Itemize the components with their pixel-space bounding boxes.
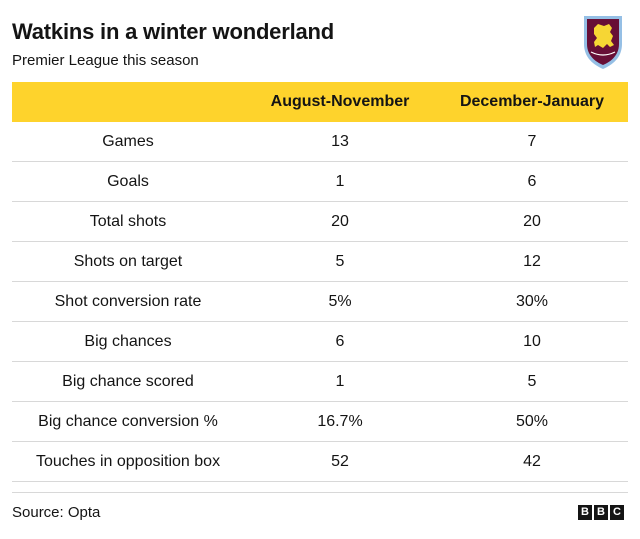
cell-dec-jan: 20: [436, 201, 628, 242]
cell-aug-nov: 13: [244, 122, 436, 162]
table-row: Touches in opposition box 52 42: [12, 441, 628, 482]
row-label: Big chances: [12, 321, 244, 362]
cell-aug-nov: 1: [244, 161, 436, 202]
cell-dec-jan: 6: [436, 161, 628, 202]
cell-aug-nov: 5%: [244, 281, 436, 322]
row-label: Big chance conversion %: [12, 401, 244, 442]
table-row: Total shots 20 20: [12, 201, 628, 242]
bbc-logo-letter: B: [594, 505, 608, 520]
cell-dec-jan: 42: [436, 441, 628, 482]
cell-dec-jan: 12: [436, 241, 628, 282]
footer-divider: [12, 492, 628, 493]
stats-table: August-November December-January Games 1…: [12, 82, 628, 482]
row-label: Shots on target: [12, 241, 244, 282]
cell-dec-jan: 50%: [436, 401, 628, 442]
table-row: Big chance scored 1 5: [12, 361, 628, 402]
cell-dec-jan: 30%: [436, 281, 628, 322]
source-note: Source: Opta: [12, 504, 101, 521]
aston-villa-crest-logo: [584, 16, 622, 69]
table-row: Shot conversion rate 5% 30%: [12, 281, 628, 322]
row-label: Goals: [12, 161, 244, 202]
cell-dec-jan: 5: [436, 361, 628, 402]
bbc-logo-letter: C: [610, 505, 624, 520]
chart-subtitle: Premier League this season: [12, 52, 199, 69]
cell-aug-nov: 5: [244, 241, 436, 282]
cell-aug-nov: 1: [244, 361, 436, 402]
column-header-label: [12, 82, 244, 122]
bbc-logo: B B C: [578, 505, 624, 520]
row-label: Shot conversion rate: [12, 281, 244, 322]
cell-dec-jan: 7: [436, 122, 628, 162]
cell-aug-nov: 6: [244, 321, 436, 362]
cell-aug-nov: 16.7%: [244, 401, 436, 442]
row-label: Total shots: [12, 201, 244, 242]
table-header-row: August-November December-January: [12, 82, 628, 122]
cell-aug-nov: 20: [244, 201, 436, 242]
bbc-logo-letter: B: [578, 505, 592, 520]
row-label: Games: [12, 122, 244, 162]
row-label: Touches in opposition box: [12, 441, 244, 482]
table-row: Big chance conversion % 16.7% 50%: [12, 401, 628, 442]
table-row: Big chances 6 10: [12, 321, 628, 362]
column-header-dec-jan: December-January: [436, 82, 628, 122]
table-row: Shots on target 5 12: [12, 241, 628, 282]
cell-aug-nov: 52: [244, 441, 436, 482]
column-header-aug-nov: August-November: [244, 82, 436, 122]
table-row: Games 13 7: [12, 122, 628, 162]
row-label: Big chance scored: [12, 361, 244, 402]
chart-title: Watkins in a winter wonderland: [12, 19, 335, 44]
cell-dec-jan: 10: [436, 321, 628, 362]
table-row: Goals 1 6: [12, 161, 628, 202]
